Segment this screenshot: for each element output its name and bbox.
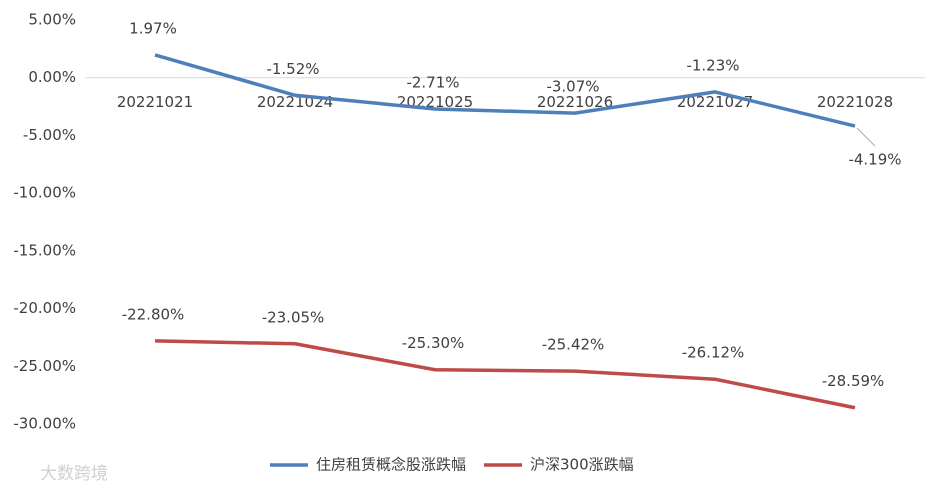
- y-tick-label: -15.00%: [13, 241, 76, 259]
- x-tick-label: 20221021: [117, 93, 193, 111]
- y-tick-label: 5.00%: [28, 11, 76, 29]
- y-tick-label: -25.00%: [13, 357, 76, 375]
- data-label: -25.42%: [542, 336, 605, 354]
- data-label: -3.07%: [546, 78, 599, 96]
- data-label: -22.80%: [122, 305, 185, 323]
- y-tick-label: 0.00%: [28, 68, 76, 86]
- x-tick-label: 20221028: [817, 93, 893, 111]
- data-label: 1.97%: [129, 19, 177, 37]
- data-label: -28.59%: [822, 372, 885, 390]
- data-label: -25.30%: [402, 334, 465, 352]
- data-label: -26.12%: [682, 344, 745, 362]
- y-tick-label: -20.00%: [13, 299, 76, 317]
- y-tick-label: -10.00%: [13, 184, 76, 202]
- data-label: -2.71%: [406, 73, 459, 91]
- series-line: [154, 53, 856, 128]
- leader-line: [856, 127, 876, 147]
- data-label: -1.52%: [266, 60, 319, 78]
- y-tick-label: -5.00%: [23, 126, 76, 144]
- data-label: -1.23%: [686, 56, 739, 74]
- data-label: -23.05%: [262, 308, 325, 326]
- y-tick-label: -30.00%: [13, 415, 76, 433]
- x-tick-label: 20221026: [537, 93, 613, 111]
- legend-label: 住房租赁概念股涨跌幅: [316, 456, 466, 474]
- data-label: -4.19%: [848, 151, 901, 169]
- watermark: 大数跨境: [40, 464, 108, 484]
- legend-label: 沪深300涨跌幅: [530, 456, 634, 474]
- series-line: [154, 339, 856, 410]
